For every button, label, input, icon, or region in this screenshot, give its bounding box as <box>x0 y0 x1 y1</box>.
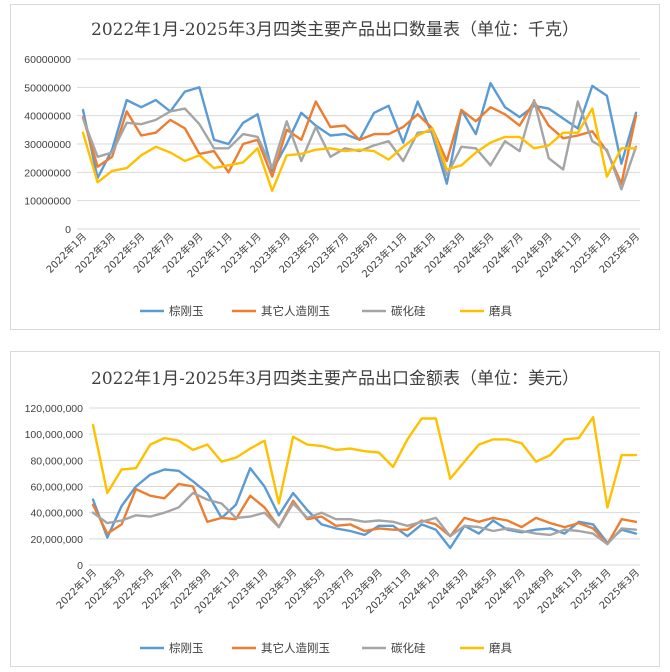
y-tick-label: 50000000 <box>24 82 71 94</box>
legend-label: 棕刚玉 <box>169 641 204 655</box>
y-tick-label: 0 <box>65 224 71 236</box>
legend-label: 磨具 <box>489 641 512 655</box>
legend-label: 磨具 <box>489 304 512 318</box>
amount-line-chart: 0 20,000,000 40,000,000 60,000,000 80,000,00… <box>25 403 643 655</box>
legend-label: 碳化硅 <box>391 641 426 655</box>
series-line-2 <box>91 491 638 546</box>
series-line-0 <box>91 466 638 550</box>
legend-label: 其它人造刚玉 <box>261 641 330 655</box>
y-tick-label: 60,000,000 <box>30 482 83 494</box>
legend-label: 其它人造刚玉 <box>261 304 330 318</box>
series-line-1 <box>81 100 638 185</box>
y-tick-label: 60000000 <box>24 54 71 66</box>
series-line-1 <box>91 482 638 546</box>
chart-title: 2022年1月-2025年3月四类主要产品出口数量表（单位：千克） <box>91 20 579 40</box>
y-tick-label: 20000000 <box>24 167 71 179</box>
chart-title: 2022年1月-2025年3月四类主要产品出口金额表（单位：美元） <box>91 369 579 389</box>
series-line-3 <box>81 107 638 193</box>
quantity-line-chart: 0 10000000 20000000 30000000 40000000 5000000… <box>24 54 642 318</box>
y-tick-label: 20,000,000 <box>30 534 83 546</box>
amount-chart-panel: 2022年1月-2025年3月四类主要产品出口金额表（单位：美元） 0 20,00… <box>10 351 660 667</box>
y-tick-label: 10000000 <box>24 196 71 208</box>
y-tick-label: 30000000 <box>24 139 71 151</box>
legend-label: 棕刚玉 <box>169 304 204 318</box>
y-tick-label: 120,000,000 <box>25 403 84 415</box>
y-tick-label: 40000000 <box>24 111 71 123</box>
quantity-chart-panel: 2022年1月-2025年3月四类主要产品出口数量表（单位：千克） 0 10000… <box>10 4 660 330</box>
series-line-0 <box>81 81 638 185</box>
y-tick-label: 100,000,000 <box>25 429 84 441</box>
series-line-3 <box>91 415 638 509</box>
series-line-2 <box>81 98 638 191</box>
y-tick-label: 80,000,000 <box>30 455 83 467</box>
y-tick-label: 40,000,000 <box>30 508 83 520</box>
legend-label: 碳化硅 <box>391 304 426 318</box>
y-tick-label: 0 <box>77 560 83 572</box>
